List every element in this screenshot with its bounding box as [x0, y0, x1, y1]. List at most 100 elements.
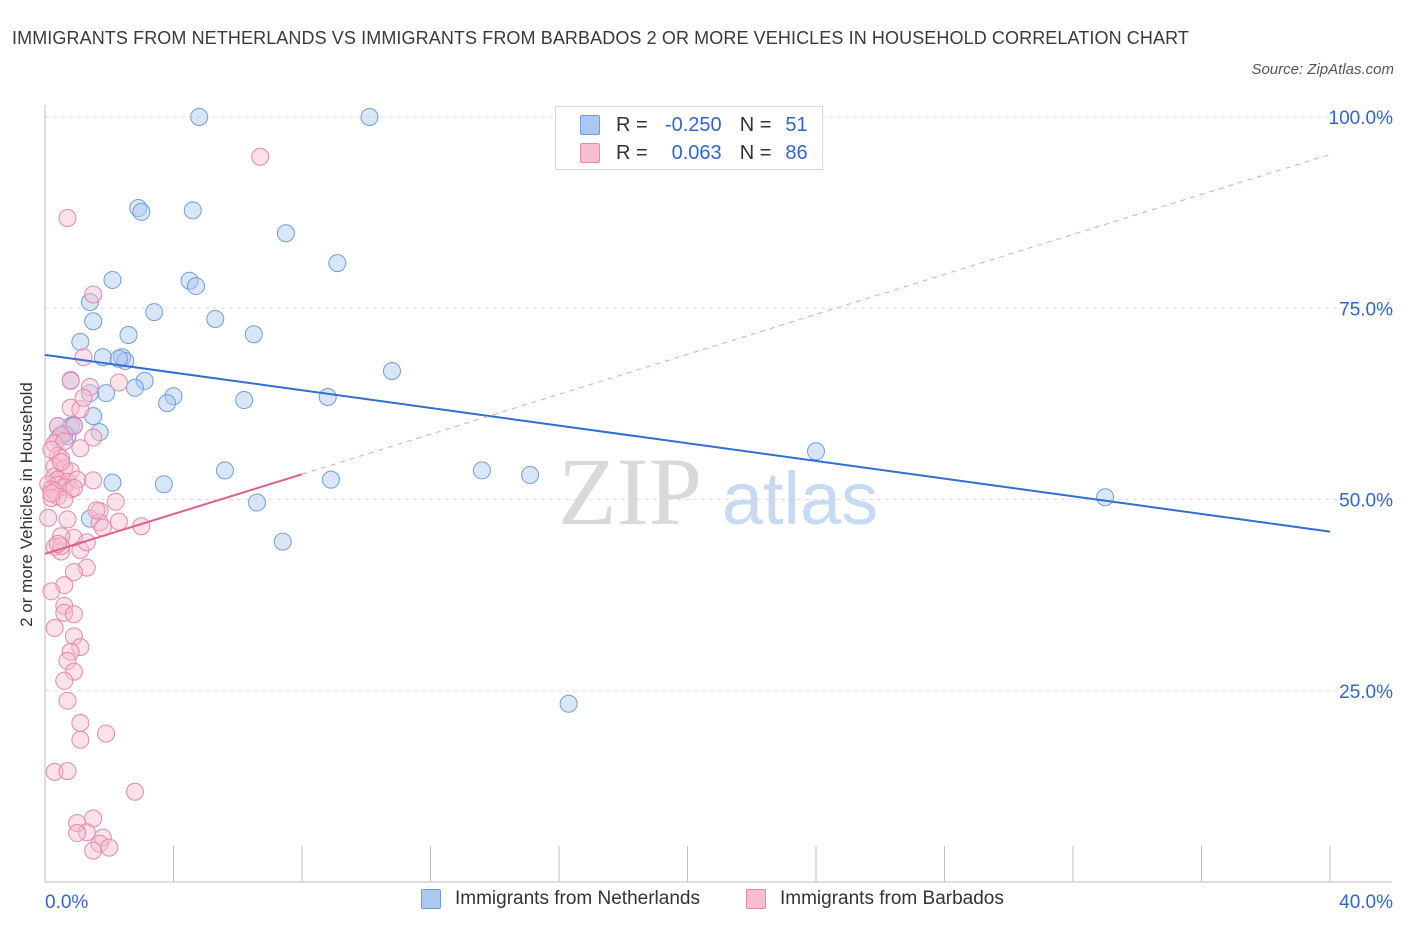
point-barbados [68, 814, 87, 833]
point-netherlands [132, 202, 151, 221]
legend-n-value: 51 [785, 113, 808, 136]
point-barbados [109, 512, 128, 531]
legend-n-label: N = [739, 113, 772, 136]
point-barbados [55, 603, 74, 622]
point-barbados [80, 378, 99, 397]
point-barbados [42, 582, 61, 601]
y-tick-label: 100.0% [1329, 108, 1394, 129]
legend-row-netherlands: R = -0.250 N = 51 [580, 113, 808, 137]
chart-title: IMMIGRANTS FROM NETHERLANDS VS IMMIGRANT… [12, 28, 1189, 48]
series-label-barbados: Immigrants from Barbados [780, 888, 1004, 909]
point-barbados [45, 619, 64, 638]
point-netherlands [154, 475, 173, 494]
point-barbados [61, 371, 80, 390]
trend-line-barbados [44, 473, 303, 555]
point-netherlands [273, 532, 292, 551]
point-netherlands [190, 108, 209, 126]
x-tick-label: 0.0% [45, 892, 88, 913]
point-barbados [100, 838, 119, 857]
legend-row-barbados: R = 0.063 N = 86 [580, 141, 808, 165]
legend-swatch-barbados [580, 143, 600, 163]
point-barbados [125, 782, 144, 801]
point-netherlands [807, 442, 825, 461]
point-barbados [106, 492, 125, 511]
point-netherlands [145, 303, 164, 322]
point-barbados [90, 834, 109, 853]
point-netherlands [84, 312, 103, 331]
point-barbados [64, 563, 83, 582]
point-netherlands [80, 384, 99, 403]
point-barbados [58, 762, 77, 781]
series-swatch-barbados [746, 889, 766, 909]
legend-r-value: 0.063 [671, 141, 722, 164]
point-netherlands [276, 224, 295, 243]
point-barbados [71, 713, 90, 732]
point-barbados [87, 501, 106, 520]
point-barbados [84, 841, 103, 860]
point-barbados [77, 823, 96, 842]
series-legend-netherlands: Immigrants from Netherlands [421, 888, 700, 910]
point-netherlands [244, 325, 263, 344]
point-netherlands [97, 384, 116, 403]
point-netherlands [235, 391, 254, 410]
point-barbados [71, 439, 90, 458]
watermark: ZIP atlas [558, 438, 878, 545]
point-barbados [84, 471, 103, 490]
point-barbados [42, 488, 61, 507]
point-netherlands [472, 461, 491, 480]
point-barbados [71, 730, 90, 749]
axes [44, 105, 1392, 883]
trend-line-barbados-extension [301, 154, 1331, 475]
point-netherlands [183, 201, 202, 220]
point-barbados [64, 627, 83, 646]
y-axis-label: 2 or more Vehicles in Household [17, 382, 36, 627]
point-barbados [109, 373, 128, 392]
gridlines [45, 116, 1392, 692]
source-label: Source: ZipAtlas.com [1251, 61, 1394, 78]
point-netherlands [158, 394, 177, 413]
point-netherlands [119, 326, 138, 345]
correlation-legend: R = -0.250 N = 51 R = 0.063 N = 86 [555, 106, 823, 170]
legend-r-label: R = [616, 113, 648, 136]
point-netherlands [360, 108, 379, 126]
point-barbados [71, 638, 90, 657]
point-netherlands [215, 461, 234, 480]
trend-line-netherlands [44, 353, 1331, 533]
point-netherlands [135, 371, 154, 390]
watermark-atlas: atlas [722, 457, 878, 540]
point-barbados [71, 540, 90, 559]
point-netherlands [248, 493, 267, 512]
y-tick-label: 75.0% [1339, 299, 1393, 320]
point-barbados [64, 605, 83, 624]
point-barbados [52, 453, 71, 472]
point-barbados [45, 762, 64, 781]
point-netherlands [521, 466, 540, 485]
point-barbados [64, 662, 83, 681]
point-netherlands [318, 387, 337, 406]
point-barbados [68, 824, 87, 843]
point-barbados [55, 671, 74, 690]
point-netherlands [103, 473, 122, 492]
series-label-netherlands: Immigrants from Netherlands [455, 888, 700, 909]
point-netherlands [71, 332, 90, 351]
point-barbados [77, 533, 96, 552]
legend-r-label: R = [616, 141, 648, 164]
point-barbados [74, 348, 93, 367]
point-barbados [84, 285, 103, 304]
legend-r-value: -0.250 [664, 113, 722, 136]
point-netherlands [109, 349, 128, 368]
point-netherlands [186, 277, 205, 296]
point-barbados [58, 510, 77, 529]
point-barbados [71, 400, 90, 419]
point-barbados [58, 691, 77, 710]
tick-labels: 25.0% 50.0% 75.0% 100.0% 0.0% 40.0% [45, 108, 1393, 913]
watermark-zip: ZIP [558, 438, 702, 545]
x-tick-label: 40.0% [1339, 892, 1393, 913]
point-netherlands [321, 470, 340, 489]
series-legend-barbados: Immigrants from Barbados [746, 888, 1004, 910]
point-netherlands [382, 361, 401, 380]
point-barbados [74, 388, 93, 407]
point-barbados [84, 428, 103, 447]
y-tick-label: 50.0% [1339, 491, 1393, 512]
point-barbados [61, 398, 80, 417]
